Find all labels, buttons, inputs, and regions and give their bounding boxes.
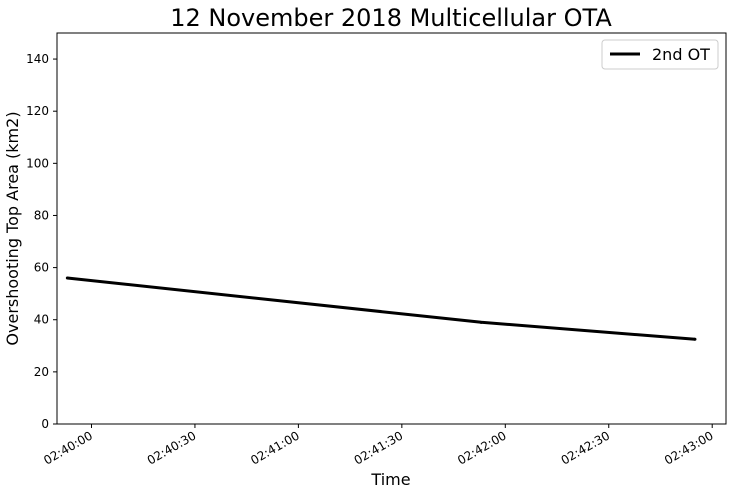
y-axis-label: Overshooting Top Area (km2) [3, 111, 22, 345]
y-tick-label: 20 [34, 365, 49, 379]
legend: 2nd OT [601, 39, 719, 70]
plot-area [56, 32, 727, 425]
y-tick-label: 60 [34, 261, 49, 275]
data-point [65, 276, 69, 280]
data-point [693, 337, 697, 341]
y-tick-label: 80 [34, 208, 49, 222]
y-tick-label: 120 [26, 104, 49, 118]
x-tick-label: 02:43:00 [662, 428, 716, 467]
x-tick-label: 02:41:00 [248, 428, 302, 467]
x-axis: 02:40:00 02:40:30 02:41:00 02:41:30 02:42:00… [41, 424, 716, 468]
x-tick-label: 02:40:00 [41, 428, 95, 467]
x-tick-label: 02:41:30 [352, 428, 406, 467]
y-axis: 0 20 40 60 80 100 120 140 [26, 52, 57, 431]
chart-title: 12 November 2018 Multicellular OTA [170, 4, 612, 32]
x-tick-label: 02:42:00 [455, 428, 509, 467]
y-tick-label: 140 [26, 52, 49, 66]
legend-box [601, 39, 719, 70]
legend-label: 2nd OT [652, 45, 710, 64]
x-tick-label: 02:40:30 [145, 428, 199, 467]
x-tick-label: 02:42:30 [559, 428, 613, 467]
y-tick-label: 40 [34, 313, 49, 327]
y-tick-label: 0 [41, 417, 49, 431]
x-axis-label: Time [370, 470, 410, 489]
data-point [479, 320, 483, 324]
series-layer [65, 276, 697, 341]
y-tick-label: 100 [26, 156, 49, 170]
